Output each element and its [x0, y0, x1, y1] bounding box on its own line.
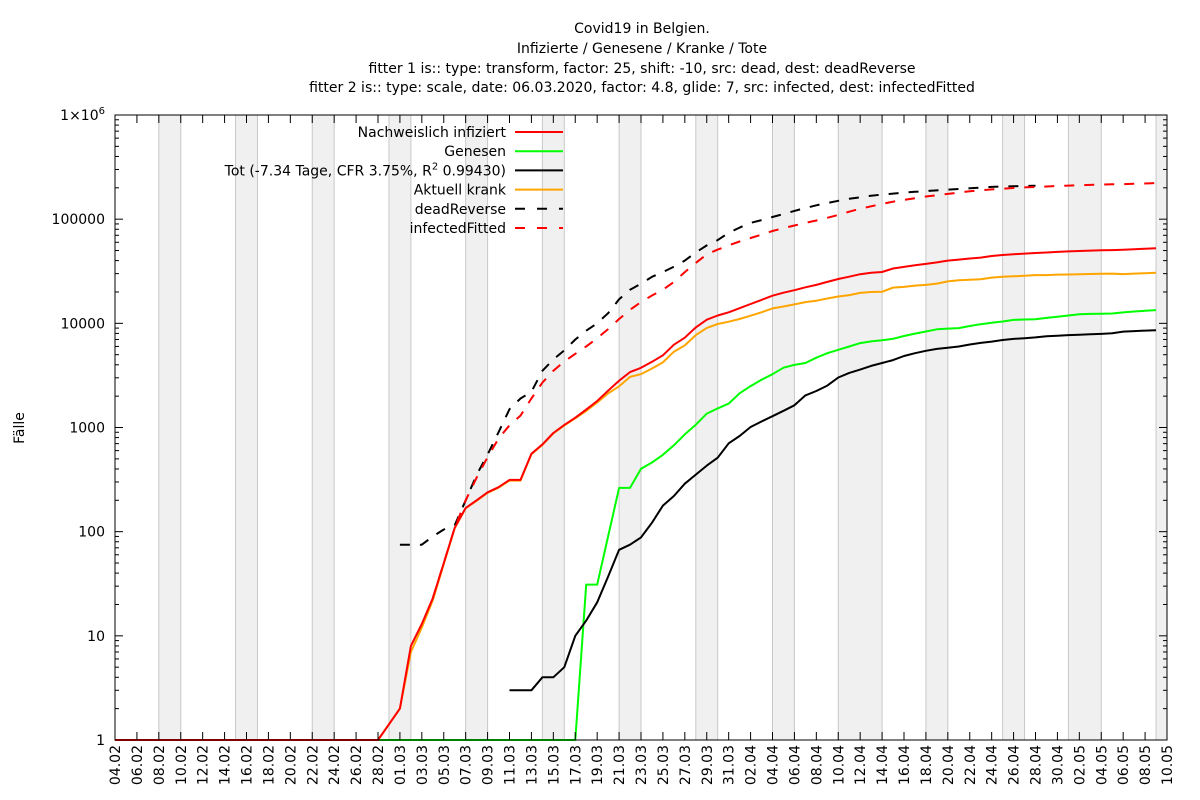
- x-tick-label: 10.05: [1160, 745, 1176, 785]
- x-tick-label: 04.02: [108, 745, 124, 785]
- weekend-band: [1002, 115, 1025, 740]
- x-tick-label: 29.03: [700, 745, 716, 785]
- x-tick-label: 18.04: [919, 745, 935, 785]
- x-tick-label: 01.03: [393, 745, 409, 785]
- chart-note-2: fitter 2 is:: type: scale, date: 06.03.2…: [309, 80, 975, 96]
- x-tick-label: 22.02: [305, 745, 321, 785]
- x-tick-label: 19.03: [590, 745, 606, 785]
- x-tick-label: 20.04: [941, 745, 957, 785]
- weekend-band: [312, 115, 335, 740]
- chart-title-block: Covid19 in Belgien. Infizierte / Genesen…: [309, 21, 975, 96]
- x-tick-label: 26.02: [349, 745, 365, 785]
- weekend-band: [465, 115, 488, 740]
- y-tick-label: 1×106: [60, 106, 105, 124]
- weekend-band: [1068, 115, 1102, 740]
- x-tick-label: 04.05: [1094, 745, 1110, 785]
- y-axis-label: Fälle: [12, 412, 28, 444]
- x-tick-label: 12.04: [853, 745, 869, 785]
- x-tick-label: 22.04: [963, 745, 979, 785]
- x-tick-label: 30.04: [1050, 745, 1066, 785]
- x-tick-label: 11.03: [503, 745, 519, 785]
- x-tick-label: 14.04: [875, 745, 891, 785]
- y-tick-label: 100000: [52, 212, 105, 228]
- x-tick-label: 03.03: [415, 745, 431, 785]
- x-tick-label: 26.04: [1007, 745, 1023, 785]
- weekend-band: [925, 115, 948, 740]
- y-tick-label: 1: [96, 733, 105, 749]
- x-tick-label: 23.03: [634, 745, 650, 785]
- x-tick-label: 06.05: [1116, 745, 1132, 785]
- weekend-band: [619, 115, 641, 740]
- x-tick-label: 24.04: [985, 745, 1001, 785]
- weekend-band: [838, 115, 883, 740]
- legend-label: deadReverse: [415, 202, 506, 218]
- y-tick-label: 10: [87, 629, 105, 645]
- x-tick-label: 06.02: [130, 745, 146, 785]
- y-tick-label: 1000: [69, 421, 105, 437]
- y-tick-label: 100: [78, 525, 105, 541]
- x-tick-label: 16.04: [897, 745, 913, 785]
- legend-label: infectedFitted: [410, 221, 506, 237]
- x-tick-label: 15.03: [546, 745, 562, 785]
- x-tick-label: 07.03: [459, 745, 475, 785]
- legend-label: Nachweislich infiziert: [358, 125, 507, 141]
- x-tick-label: 08.04: [809, 745, 825, 785]
- weekend-band: [388, 115, 411, 740]
- x-axis-ticks: 04.02 06.02 08.02 10.02 12.02 14.02 16.02 18.02…: [108, 115, 1176, 785]
- x-tick-label: 06.04: [787, 745, 803, 785]
- weekend-band: [772, 115, 795, 740]
- legend-label: Genesen: [444, 144, 506, 160]
- x-tick-label: 10.04: [831, 745, 847, 785]
- x-tick-label: 08.05: [1138, 745, 1154, 785]
- x-tick-label: 24.02: [327, 745, 343, 785]
- x-tick-label: 27.03: [678, 745, 694, 785]
- x-tick-label: 12.02: [196, 745, 212, 785]
- x-tick-label: 04.04: [766, 745, 782, 785]
- x-tick-label: 21.03: [612, 745, 628, 785]
- weekend-band: [158, 115, 181, 740]
- y-tick-label: 10000: [60, 316, 105, 332]
- x-tick-label: 16.02: [240, 745, 256, 785]
- x-tick-label: 17.03: [568, 745, 584, 785]
- weekend-bands: [158, 115, 1168, 740]
- chart-note-1: fitter 1 is:: type: transform, factor: 2…: [369, 61, 916, 77]
- x-tick-label: 08.02: [152, 745, 168, 785]
- y-axis-ticks: 1 10 100 1000 10000 100000 1×106: [52, 106, 1167, 749]
- x-tick-label: 31.03: [722, 745, 738, 785]
- x-tick-label: 09.03: [481, 745, 497, 785]
- x-tick-label: 05.03: [437, 745, 453, 785]
- series-line-nachweislich-infiziert: [115, 247, 1157, 741]
- weekend-band: [542, 115, 565, 740]
- series-line-tot-7-34-tage-cfr-3-75-r: [509, 329, 1157, 692]
- x-tick-label: 10.02: [174, 745, 190, 785]
- chart-title: Covid19 in Belgien.: [574, 21, 710, 37]
- series-line-infectedfitted: [431, 182, 1157, 599]
- series-lines: [115, 182, 1157, 741]
- weekend-band: [235, 115, 258, 740]
- x-tick-label: 20.02: [283, 745, 299, 785]
- x-tick-label: 28.02: [371, 745, 387, 785]
- x-tick-label: 14.02: [218, 745, 234, 785]
- x-tick-label: 02.05: [1072, 745, 1088, 785]
- legend-label: Tot (-7.34 Tage, CFR 3.75%, R2 0.99430): [224, 161, 506, 179]
- series-line-genesen: [115, 309, 1157, 741]
- x-tick-label: 28.04: [1029, 745, 1045, 785]
- weekend-band: [695, 115, 718, 740]
- x-tick-label: 18.02: [261, 745, 277, 785]
- x-tick-label: 02.04: [744, 745, 760, 785]
- series-line-deadreverse: [399, 184, 1036, 546]
- chart-subtitle: Infizierte / Genesene / Kranke / Tote: [517, 41, 767, 57]
- x-tick-label: 13.03: [524, 745, 540, 785]
- legend-label: Aktuell krank: [414, 183, 507, 199]
- x-tick-label: 25.03: [656, 745, 672, 785]
